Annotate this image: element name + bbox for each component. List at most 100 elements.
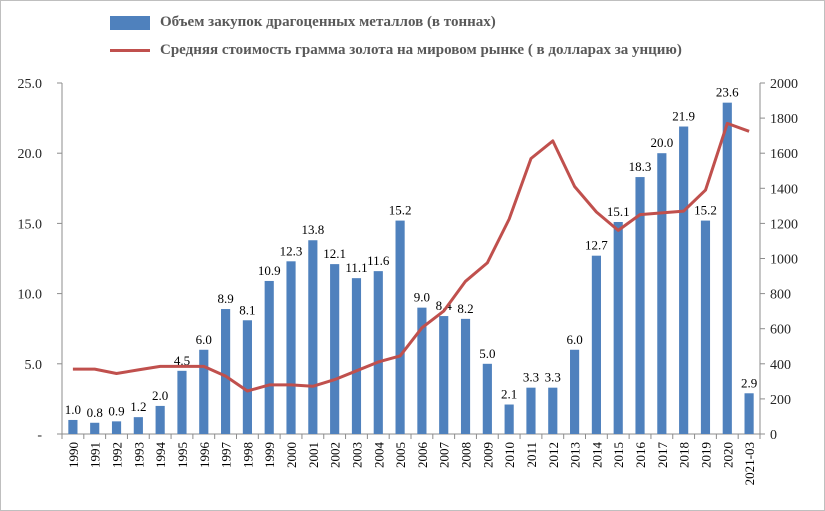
x-tick-label: 2005 — [393, 442, 408, 468]
gold-price-line — [72, 121, 750, 393]
bar — [657, 153, 667, 434]
bar — [613, 221, 623, 434]
x-tick-label: 2002 — [328, 442, 343, 468]
x-tick-label: 1994 — [153, 442, 168, 469]
y-left-tick-label: 15.0 — [18, 217, 43, 232]
x-tick-label: 2011 — [524, 442, 539, 468]
x-tick-label: 1999 — [262, 442, 277, 468]
bar — [395, 220, 405, 434]
x-tick-label: 2009 — [480, 442, 495, 468]
bar-data-label: 12.1 — [323, 246, 346, 261]
legend-item-purchases: Объем закупок драгоценных металлов (в то… — [110, 14, 496, 31]
bar-data-label: 5.0 — [479, 346, 495, 361]
x-tick-label: 1995 — [175, 442, 190, 468]
bar — [199, 349, 209, 434]
legend-swatch-bar — [110, 15, 150, 30]
bar-data-label: 1.2 — [130, 399, 146, 414]
bar-data-label: 2.1 — [501, 387, 517, 402]
bar-data-label: 9.0 — [414, 290, 430, 305]
bar-data-label: 1.0 — [65, 402, 81, 417]
bar-data-label: 8.1 — [239, 302, 255, 317]
bar — [90, 422, 100, 434]
legend-label-purchases: Объем закупок драгоценных металлов (в то… — [160, 14, 496, 30]
bar — [330, 264, 340, 434]
bar — [700, 220, 711, 434]
bar — [570, 349, 580, 434]
bar — [439, 316, 449, 434]
x-tick-label: 2013 — [568, 442, 583, 468]
x-tick-label: 1997 — [219, 442, 234, 469]
bar-data-label: 0.8 — [87, 405, 103, 420]
y-right-tick-label: 1600 — [770, 147, 798, 162]
bar-data-label: 3.3 — [545, 370, 561, 385]
x-tick-label: 2010 — [502, 442, 517, 468]
x-tick-label: 1993 — [131, 442, 146, 468]
x-tick-label: 2014 — [589, 442, 604, 469]
x-tick-label: 2021-03 — [742, 442, 757, 485]
bar — [351, 278, 362, 434]
bar — [504, 404, 514, 434]
bar — [286, 261, 296, 434]
x-tick-label: 2008 — [459, 442, 474, 468]
bar — [744, 393, 754, 434]
x-tick-label: 1996 — [197, 442, 212, 469]
legend-item-gold-price: Средняя стоимость грамма золота на миров… — [110, 42, 682, 59]
x-tick-label: 1992 — [110, 442, 125, 468]
y-right-tick-label: 800 — [770, 288, 791, 303]
bar-data-label: 0.9 — [108, 403, 124, 418]
bar-data-label: 12.7 — [585, 238, 608, 253]
bar-data-label: 11.1 — [345, 260, 367, 275]
x-tick-label: 2018 — [677, 442, 692, 468]
bar-data-label: 6.0 — [566, 332, 582, 347]
x-tick-label: 1998 — [240, 442, 255, 468]
x-tick-label: 2006 — [415, 442, 430, 469]
bar-data-label: 23.6 — [716, 85, 739, 100]
x-tick-label: 2001 — [306, 442, 321, 468]
x-tick-label: 2017 — [655, 442, 670, 469]
bar — [264, 280, 274, 434]
bar — [177, 370, 187, 434]
y-left-tick-label: 5.0 — [25, 358, 43, 373]
bar-data-label: 8.4 — [436, 298, 453, 313]
bar-data-label: 20.0 — [650, 135, 673, 150]
x-tick-label: 2003 — [349, 442, 364, 468]
y-right-tick-label: 1000 — [770, 253, 798, 268]
y-right-tick-label: 1400 — [770, 182, 798, 197]
y-right-tick-label: 1800 — [770, 112, 798, 127]
bar — [111, 421, 122, 434]
bar — [417, 307, 427, 434]
bar — [722, 102, 732, 434]
bar-data-label: 15.2 — [694, 203, 717, 218]
x-tick-label: 2016 — [633, 442, 648, 469]
bar-data-label: 15.2 — [389, 203, 412, 218]
x-tick-label: 1990 — [66, 442, 81, 468]
bar — [482, 363, 492, 434]
bar-data-label: 2.0 — [152, 388, 168, 403]
y-right-tick-label: 0 — [770, 428, 777, 443]
bar — [679, 126, 689, 435]
bar — [242, 320, 252, 434]
bar-data-label: 4.5 — [174, 353, 190, 368]
bar-data-label: 2.9 — [741, 375, 757, 390]
bar-data-label: 15.1 — [607, 204, 630, 219]
bar — [460, 318, 471, 434]
bar-data-label: 8.9 — [217, 291, 233, 306]
bar — [133, 417, 143, 434]
legend-swatch-line — [110, 49, 150, 52]
y-left-tick-label: 10.0 — [18, 288, 43, 303]
x-tick-label: 2012 — [546, 442, 561, 468]
y-right-tick-label: 200 — [770, 393, 791, 408]
y-right-tick-label: 1200 — [770, 217, 798, 232]
bar — [68, 419, 78, 434]
x-tick-label: 2007 — [437, 442, 452, 469]
bar-data-label: 18.3 — [629, 159, 652, 174]
bar — [373, 271, 383, 434]
bar — [591, 255, 601, 434]
x-tick-label: 2000 — [284, 442, 299, 468]
bar-data-label: 11.6 — [367, 253, 390, 268]
bar — [526, 387, 536, 434]
x-tick-label: 1991 — [88, 442, 103, 468]
bar — [635, 177, 645, 434]
bar-data-label: 6.0 — [196, 332, 212, 347]
